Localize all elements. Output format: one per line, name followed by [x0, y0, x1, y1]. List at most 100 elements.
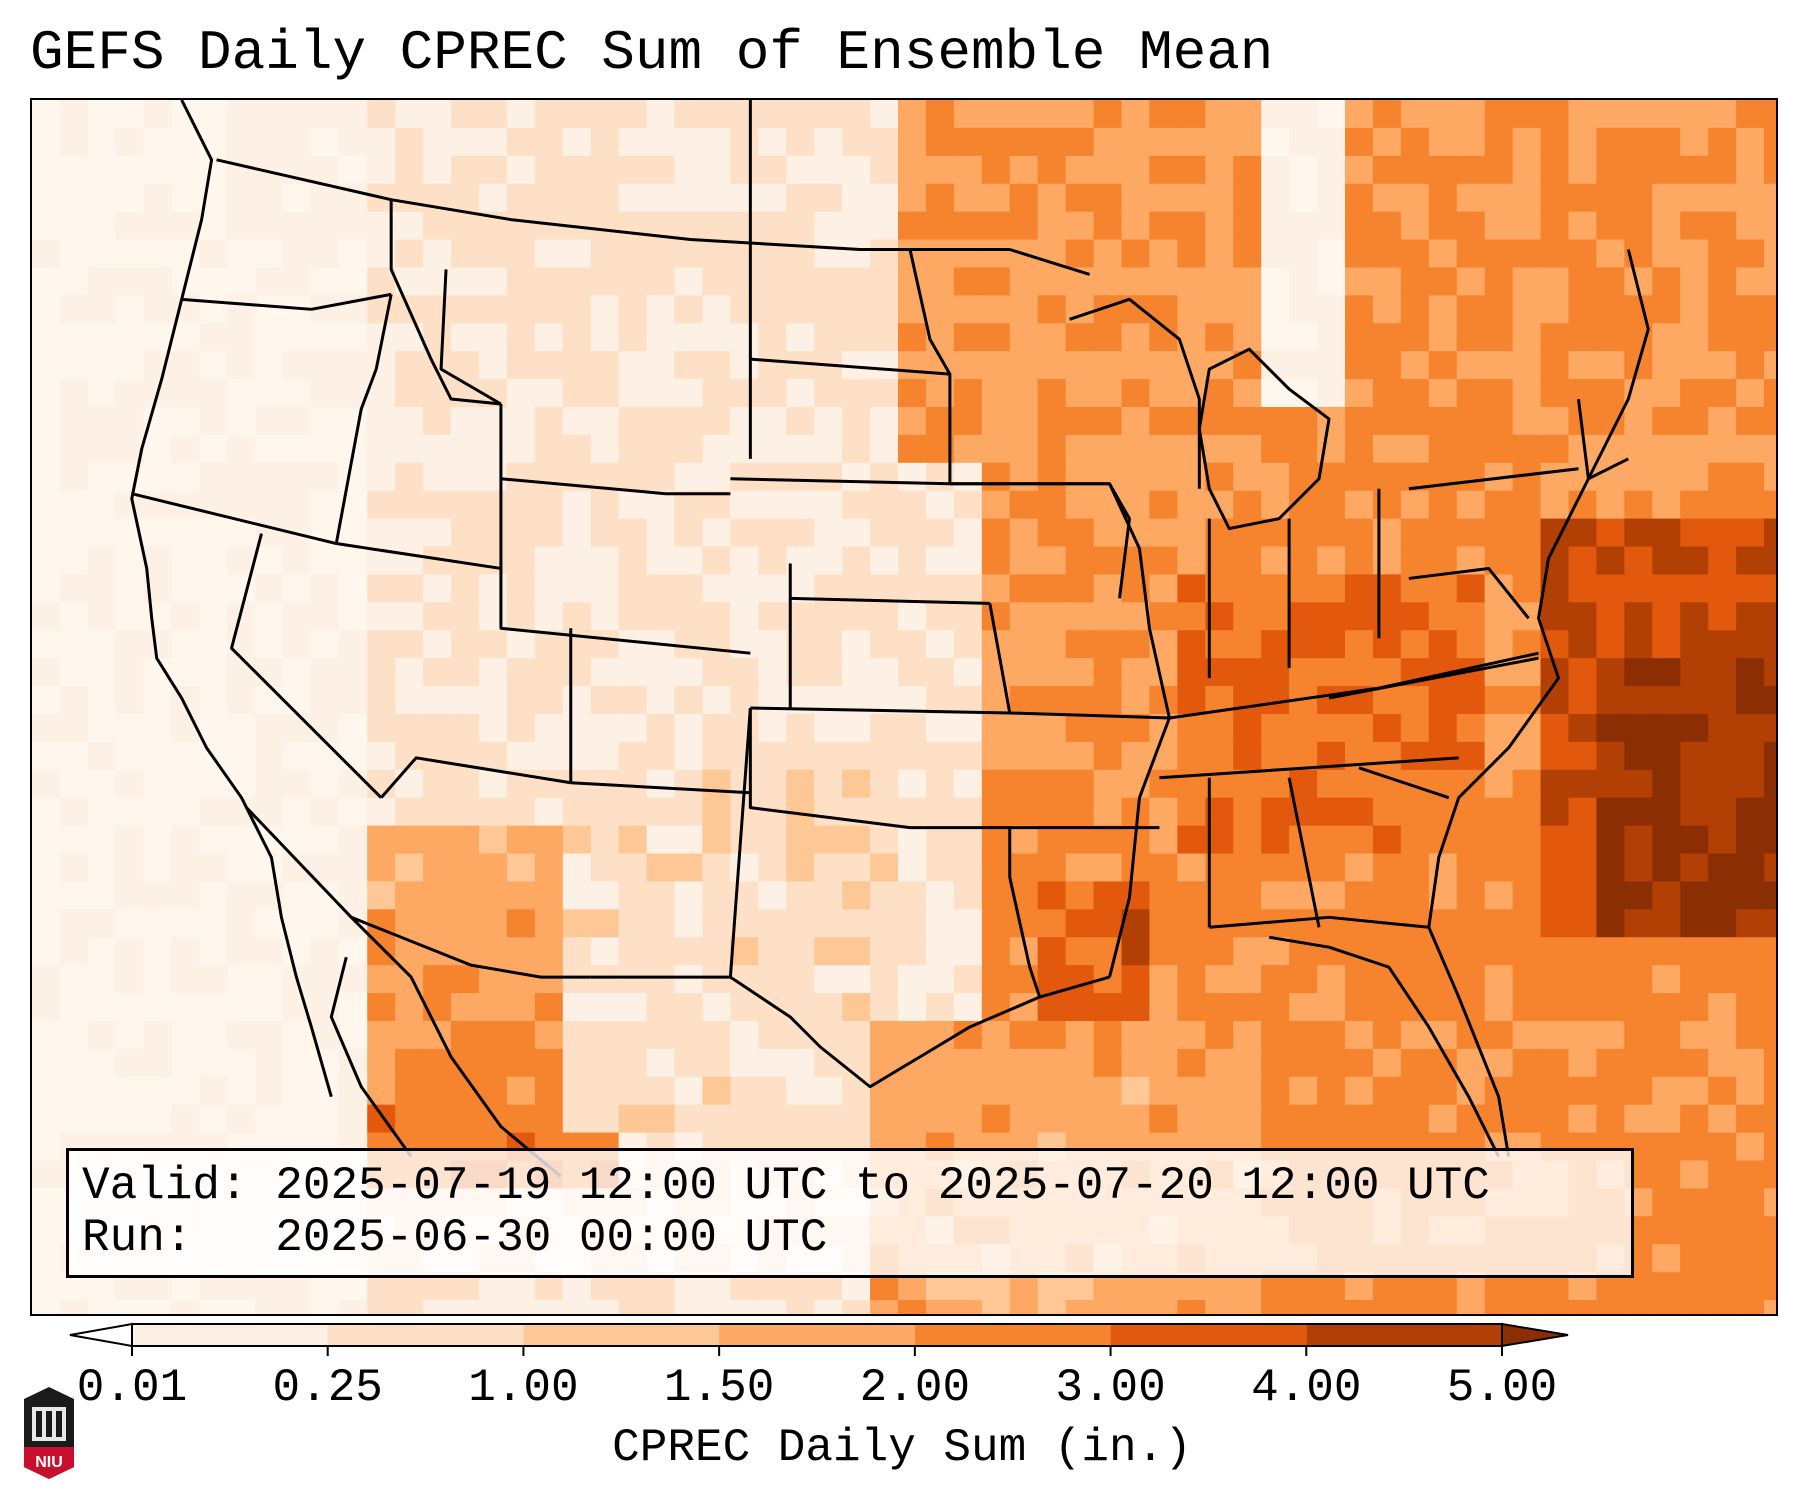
- field-cell: [1233, 825, 1262, 855]
- field-cell: [1093, 825, 1122, 855]
- field-cell: [618, 239, 648, 268]
- field-cell: [1708, 825, 1737, 855]
- east-coast: [1427, 249, 1650, 1157]
- field-cell: [1680, 546, 1709, 575]
- field-cell: [1177, 713, 1206, 743]
- field-cell: [1149, 1076, 1178, 1106]
- field-cell: [478, 1020, 508, 1050]
- field-cell: [1121, 658, 1150, 687]
- field-cell: [1233, 1020, 1262, 1050]
- field-cell: [87, 825, 117, 855]
- field-cell: [283, 379, 312, 408]
- field-cell: [786, 406, 815, 436]
- field-cell: [953, 211, 983, 241]
- field-cell: [1568, 881, 1597, 910]
- field-cell: [925, 490, 955, 520]
- field-cell: [1764, 406, 1776, 436]
- field-cell: [786, 853, 815, 882]
- field-cell: [1093, 741, 1122, 771]
- field-cell: [562, 1048, 592, 1078]
- field-cell: [171, 351, 201, 380]
- field-cell: [423, 211, 452, 241]
- field-cell: [925, 630, 955, 659]
- field-cell: [255, 937, 284, 966]
- field-cell: [423, 1020, 452, 1050]
- field-cell: [1708, 239, 1737, 268]
- field-cell: [255, 239, 284, 268]
- field-cell: [758, 183, 787, 213]
- field-cell: [562, 1104, 592, 1134]
- field-cell: [1065, 937, 1095, 966]
- field-cell: [339, 1048, 368, 1078]
- field-cell: [1289, 853, 1318, 882]
- field-cell: [898, 379, 927, 408]
- field-cell: [1261, 155, 1290, 185]
- field-cell: [534, 797, 564, 827]
- field-cell: [1428, 155, 1458, 185]
- field-cell: [618, 1020, 648, 1050]
- field-cell: [227, 351, 256, 380]
- field-cell: [171, 853, 201, 882]
- field-cell: [730, 462, 759, 492]
- field-cell: [395, 406, 424, 436]
- field-cell: [451, 127, 480, 157]
- field-cell: [1177, 100, 1206, 129]
- field-cell: [1289, 1076, 1318, 1106]
- field-cell: [870, 909, 899, 938]
- field-cell: [1093, 909, 1122, 938]
- field-cell: [534, 379, 564, 408]
- field-cell: [1652, 462, 1681, 492]
- field-cell: [478, 881, 508, 910]
- field-cell: [478, 602, 508, 631]
- field-cell: [1121, 239, 1150, 268]
- field-cell: [423, 239, 452, 268]
- field-cell: [1261, 881, 1290, 910]
- field-cell: [981, 853, 1011, 882]
- field-cell: [702, 993, 731, 1022]
- field-cell: [702, 406, 731, 436]
- colorbar-tick-label: 3.00: [1055, 1362, 1166, 1414]
- field-cell: [1065, 1076, 1095, 1106]
- field-cell: [898, 1076, 927, 1106]
- field-cell: [395, 351, 424, 380]
- field-cell: [1540, 100, 1569, 129]
- field-cell: [59, 825, 89, 855]
- field-cell: [1708, 1048, 1737, 1078]
- field-cell: [1512, 1020, 1542, 1050]
- field-cell: [953, 379, 983, 408]
- field-cell: [143, 434, 173, 464]
- field-cell: [1764, 1160, 1776, 1189]
- field-cell: [423, 100, 452, 129]
- field-cell: [283, 239, 312, 268]
- run-time-line: Run: 2025-06-30 00:00 UTC: [82, 1211, 827, 1265]
- field-cell: [311, 853, 340, 882]
- field-cell: [730, 490, 759, 520]
- field-cell: [1149, 239, 1178, 268]
- field-cell: [1568, 379, 1597, 408]
- field-cell: [32, 881, 61, 910]
- field-cell: [1540, 518, 1569, 548]
- field-cell: [115, 211, 145, 241]
- field-cell: [1289, 1020, 1318, 1050]
- field-cell: [1680, 295, 1709, 324]
- field-cell: [227, 825, 256, 855]
- field-cell: [1624, 1104, 1653, 1134]
- field-cell: [786, 909, 815, 938]
- field-cell: [1680, 1216, 1709, 1245]
- field-cell: [842, 1048, 871, 1078]
- field-cell: [1317, 825, 1346, 855]
- field-cell: [981, 713, 1011, 743]
- field-cell: [1680, 100, 1709, 129]
- field-cell: [311, 462, 340, 492]
- field-cell: [953, 100, 983, 129]
- field-cell: [870, 127, 899, 157]
- field-cell: [311, 211, 340, 241]
- field-cell: [953, 937, 983, 966]
- field-cell: [423, 909, 452, 938]
- field-cell: [1065, 1300, 1095, 1314]
- field-cell: [1149, 406, 1178, 436]
- field-cell: [1624, 965, 1653, 994]
- field-cell: [283, 546, 312, 575]
- field-cell: [1736, 379, 1765, 408]
- field-cell: [1121, 965, 1150, 994]
